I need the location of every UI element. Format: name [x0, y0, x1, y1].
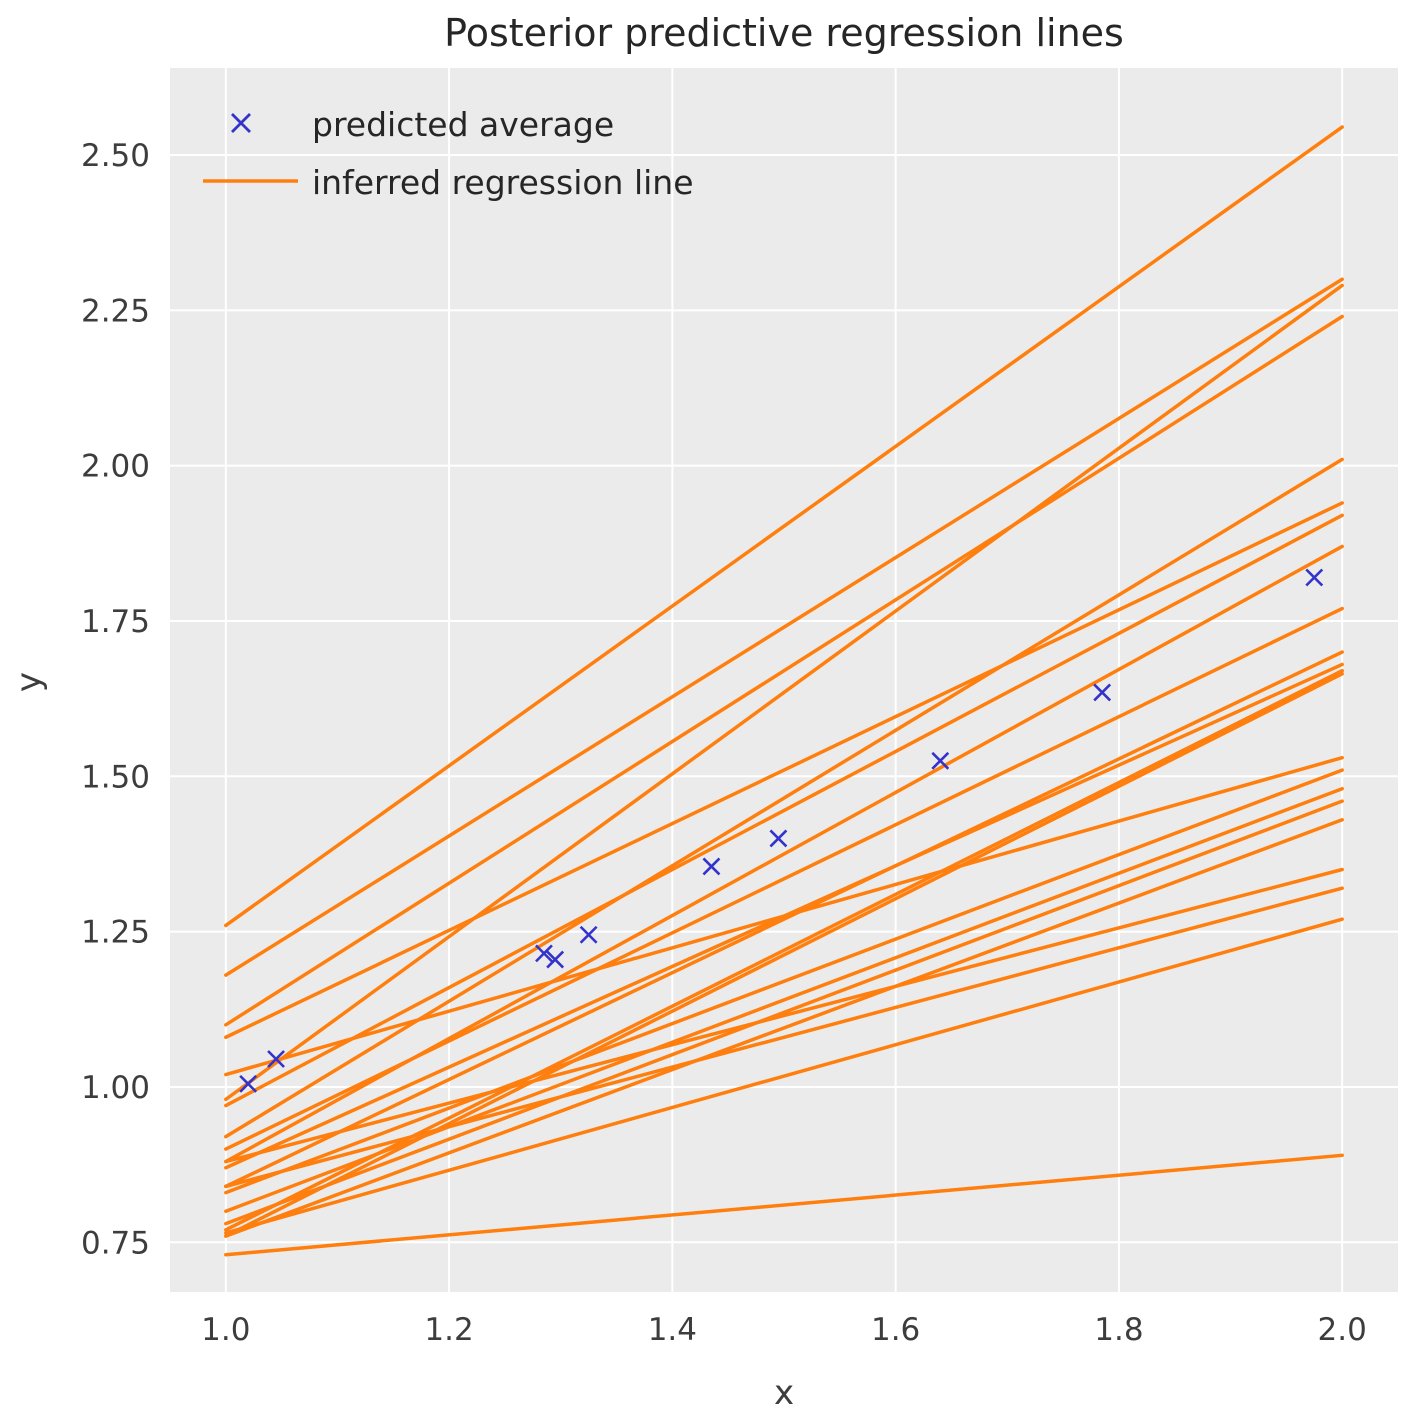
predicted-average-marker: [535, 944, 553, 963]
regression-line: [224, 125, 1344, 928]
legend-label-inferred-regression-line: inferred regression line: [312, 163, 694, 202]
predicted-average-marker: [702, 857, 721, 876]
y-tick-label: 0.75: [81, 1225, 150, 1261]
legend-x-marker-icon: [231, 113, 251, 133]
x-tick-label: 1.8: [1094, 1312, 1143, 1348]
y-tick-label: 1.50: [81, 759, 150, 795]
predicted-average-marker: [1093, 683, 1112, 702]
chart-title: Posterior predictive regression lines: [444, 11, 1124, 55]
y-tick-label: 2.00: [81, 449, 150, 485]
x-tick-label: 1.2: [424, 1312, 473, 1348]
predicted-average-marker: [931, 751, 950, 770]
regression-line: [224, 886, 1344, 1189]
regression-line: [224, 283, 1344, 1102]
regression-line: [224, 768, 1344, 1195]
regression-line: [224, 277, 1344, 977]
regression-line: [224, 799, 1344, 1226]
x-axis-label: x: [774, 1373, 794, 1413]
regression-line: [224, 755, 1344, 1077]
regression-line: [224, 917, 1344, 1235]
regression-line: [224, 650, 1344, 1189]
predicted-average-marker: [579, 925, 598, 944]
legend-label-predicted-average: predicted average: [312, 105, 614, 144]
predicted-average-marker: [239, 1074, 258, 1093]
x-tick-label: 1.0: [201, 1312, 250, 1348]
x-tick-labels: 1.0 1.2 1.4 1.6 1.8 2.0: [201, 1312, 1367, 1348]
regression-line: [224, 786, 1344, 1213]
y-tick-labels: 0.75 1.00 1.25 1.50 1.75 2.00 2.25 2.50: [81, 138, 150, 1261]
x-tick-label: 2.0: [1318, 1312, 1367, 1348]
x-tick-label: 1.6: [871, 1312, 920, 1348]
regression-line: [224, 501, 1344, 1040]
y-tick-label: 1.25: [81, 915, 150, 951]
regression-line: [224, 1153, 1344, 1257]
regression-lines: [224, 125, 1344, 1257]
y-tick-label: 2.25: [81, 293, 150, 329]
predicted-average-markers: [239, 568, 1324, 1093]
regression-line: [224, 457, 1344, 1139]
regression-line: [224, 867, 1344, 1164]
predicted-average-marker: [267, 1050, 285, 1068]
y-tick-label: 1.75: [81, 604, 150, 640]
legend: predicted average inferred regression li…: [203, 105, 694, 202]
y-axis-label: y: [9, 672, 49, 692]
predicted-average-marker: [1305, 568, 1324, 587]
regression-line: [224, 513, 1344, 1108]
predicted-average-marker: [769, 829, 788, 848]
predicted-average-marker: [546, 950, 565, 969]
regression-line: [224, 818, 1344, 1238]
y-tick-label: 1.00: [81, 1070, 150, 1106]
regression-line: [224, 314, 1344, 1027]
y-tick-label: 2.50: [81, 138, 150, 174]
x-tick-label: 1.4: [648, 1312, 697, 1348]
regression-line: [224, 606, 1344, 1151]
